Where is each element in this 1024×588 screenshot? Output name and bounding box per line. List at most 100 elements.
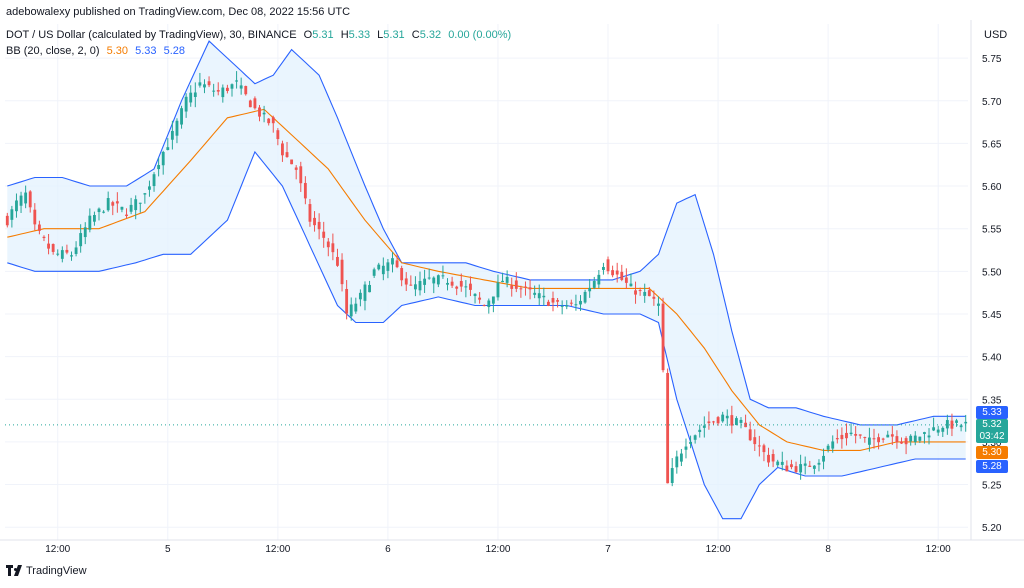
- candle: [647, 287, 651, 297]
- candle: [955, 418, 958, 427]
- candle: [432, 276, 436, 294]
- candle-body: [698, 429, 702, 433]
- candle-body: [822, 455, 825, 462]
- currency-label[interactable]: USD: [984, 29, 1008, 41]
- candle-body: [679, 453, 683, 462]
- candle-body: [74, 247, 78, 254]
- candle: [24, 185, 28, 209]
- candle: [427, 268, 431, 280]
- candle: [707, 411, 711, 430]
- candle-body: [634, 290, 637, 295]
- candle: [597, 269, 601, 289]
- candle: [10, 205, 14, 228]
- candle: [106, 191, 110, 212]
- candle: [913, 431, 917, 446]
- candle-body: [482, 305, 486, 307]
- tradingview-logo-icon: [6, 565, 23, 577]
- candle-body: [579, 300, 582, 305]
- tradingview-footer[interactable]: TradingView: [6, 565, 87, 577]
- candle-body: [767, 454, 770, 463]
- candle: [198, 72, 202, 88]
- candle-body: [299, 166, 303, 184]
- x-tick-label: 7: [605, 544, 611, 555]
- candle: [464, 280, 468, 298]
- candle-body: [138, 202, 142, 204]
- candle: [941, 426, 945, 437]
- candle-body: [212, 90, 216, 92]
- candle: [670, 458, 674, 487]
- candle-body: [294, 167, 298, 170]
- candle-body: [423, 278, 427, 285]
- candle-body: [845, 432, 848, 439]
- candle: [336, 248, 339, 267]
- candle: [180, 105, 183, 129]
- candle-body: [918, 436, 922, 441]
- candle-body: [510, 285, 514, 289]
- candle-body: [152, 174, 156, 187]
- candle-body: [693, 435, 697, 440]
- candle-body: [592, 281, 596, 288]
- candle: [317, 213, 321, 240]
- candle: [657, 296, 660, 316]
- candle-body: [225, 87, 229, 92]
- symbol-title[interactable]: DOT / US Dollar (calculated by TradingVi…: [6, 29, 297, 41]
- candle: [441, 265, 445, 279]
- candle-body: [276, 130, 280, 140]
- candle: [661, 297, 665, 373]
- last-price-badge: 5.32 03:42: [976, 419, 1008, 443]
- candle: [679, 448, 683, 467]
- x-tick-label: 12:00: [926, 544, 951, 555]
- bb-lower-line: [7, 150, 966, 520]
- candle: [638, 287, 642, 296]
- candle-body: [780, 461, 784, 465]
- candle: [918, 436, 922, 444]
- candle: [542, 287, 546, 306]
- candle-body: [125, 214, 128, 216]
- candle-body: [115, 201, 119, 204]
- candle-body: [551, 297, 555, 303]
- candle: [230, 83, 234, 97]
- candle-body: [340, 259, 344, 285]
- candle-body: [42, 236, 46, 239]
- candle-body: [785, 465, 789, 472]
- candle-body: [207, 81, 211, 86]
- symbol-legend: DOT / US Dollar (calculated by TradingVi…: [6, 29, 511, 41]
- candle: [368, 280, 371, 293]
- candle: [248, 99, 252, 108]
- y-tick-label: 5.30: [982, 438, 1002, 449]
- candle-body: [281, 143, 284, 156]
- candle-body: [496, 282, 500, 298]
- candle-body: [620, 271, 624, 280]
- candle: [569, 299, 573, 306]
- candle: [303, 176, 307, 205]
- x-tick-label: 6: [385, 544, 391, 555]
- indicator-legend[interactable]: BB (20, close, 2, 0) 5.30 5.33 5.28: [6, 45, 185, 57]
- candle: [157, 157, 161, 177]
- y-tick-label: 5.65: [982, 139, 1002, 150]
- candle-body: [835, 438, 839, 440]
- candle-body: [647, 290, 651, 297]
- bb-upper-value: 5.33: [135, 45, 157, 57]
- candle-body: [528, 287, 532, 290]
- candle: [528, 279, 532, 300]
- y-tick-label: 5.60: [982, 182, 1002, 193]
- candle: [739, 417, 743, 429]
- y-tick-label: 5.20: [982, 523, 1002, 534]
- candle: [877, 433, 881, 450]
- candle: [340, 253, 344, 292]
- candle-body: [666, 372, 670, 484]
- candle-body: [285, 152, 289, 158]
- candle: [734, 416, 738, 426]
- published-note: adebowalexy published on TradingView.com…: [6, 6, 351, 18]
- x-tick-label: 5: [165, 544, 171, 555]
- candle-body: [712, 421, 715, 423]
- candle-body: [395, 260, 399, 268]
- candle: [203, 79, 206, 94]
- candle: [748, 421, 752, 442]
- candle: [909, 434, 913, 446]
- candle: [872, 428, 876, 449]
- x-tick-label: 8: [825, 544, 831, 555]
- candle: [835, 429, 839, 444]
